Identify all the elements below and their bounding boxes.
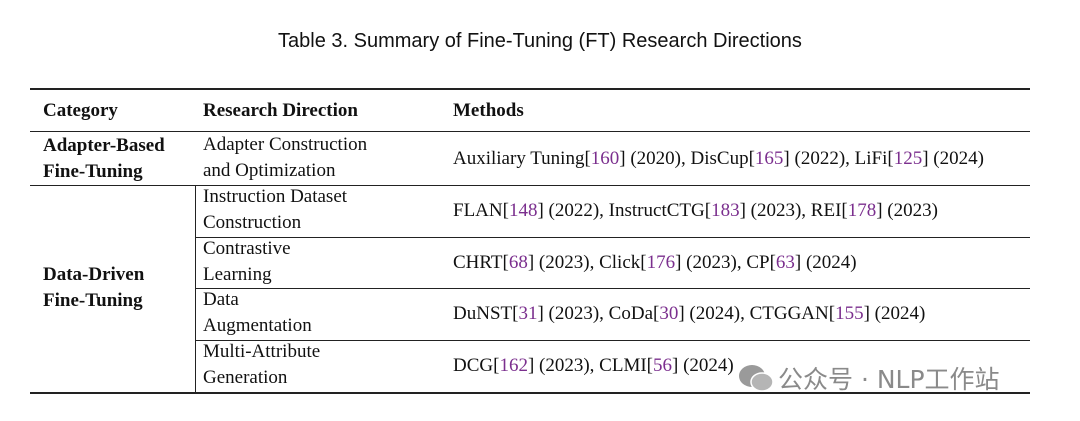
method-text: ] (2023), REI[ [739, 199, 848, 221]
method-text: FLAN[ [453, 199, 509, 221]
rule [195, 236, 1030, 238]
method-text: Auxiliary Tuning[ [453, 147, 591, 169]
citation: 165 [754, 147, 784, 169]
citation: 30 [659, 303, 679, 325]
category-line: Data-Driven [43, 264, 145, 286]
research-direction: Contrastive Learning [203, 236, 291, 288]
research-direction: Instruction Dataset Construction [203, 184, 347, 236]
column-header: Category [43, 100, 118, 121]
method-text: ] (2023), CP[ [675, 251, 776, 273]
column-header: Methods [453, 100, 524, 121]
table-title: Table 3. Summary of Fine-Tuning (FT) Res… [278, 30, 802, 52]
method-text: ] (2024) [922, 147, 984, 169]
method-text: ] (2022), LiFi[ [783, 147, 894, 169]
research-direction-line: Generation [203, 367, 288, 389]
category: Adapter-Based Fine-Tuning [43, 133, 165, 185]
category-line: Adapter-Based [43, 134, 165, 156]
category-line: Fine-Tuning [43, 290, 143, 312]
method-text: ] (2023), CoDa[ [537, 303, 660, 325]
method-text: ] (2023) [876, 199, 938, 221]
methods: DCG[162] (2023), CLMI[56] (2024) [453, 353, 734, 379]
rule [30, 184, 1030, 186]
category-line: Fine-Tuning [43, 160, 143, 182]
research-direction: Adapter Construction and Optimization [203, 132, 367, 184]
citation: 162 [499, 355, 528, 377]
methods: FLAN[148] (2022), InstructCTG[183] (2023… [453, 198, 938, 224]
research-direction-line: and Optimization [203, 159, 336, 181]
citation: 148 [508, 199, 538, 221]
methods: CHRT[68] (2023), Click[176] (2023), CP[6… [453, 250, 857, 276]
research-direction-line: Construction [203, 211, 302, 233]
watermark: 公众号 · NLP工作站 [778, 365, 1000, 394]
citation: 63 [775, 251, 795, 273]
rule [30, 392, 1030, 394]
citation: 125 [893, 147, 923, 169]
rule [30, 88, 1030, 90]
research-direction-line: Contrastive [203, 237, 291, 259]
research-direction-line: Learning [203, 263, 272, 285]
method-text: ] (2024) [672, 355, 734, 377]
research-direction-line: Multi-Attribute [203, 341, 321, 363]
method-text: CHRT[ [453, 251, 509, 273]
citation: 176 [646, 251, 676, 273]
citation: 155 [835, 303, 864, 325]
rule [195, 184, 196, 392]
method-text: ] (2024), CTGGAN[ [678, 303, 836, 325]
research-direction-line: Data [203, 289, 239, 311]
column-header: Research Direction [203, 100, 358, 121]
citation: 31 [518, 303, 538, 325]
rule [30, 131, 1030, 133]
rule [195, 340, 1030, 342]
method-text: DCG[ [453, 355, 500, 377]
research-direction-line: Instruction Dataset [203, 185, 348, 207]
methods: DuNST[31] (2023), CoDa[30] (2024), CTGGA… [453, 301, 925, 327]
citation: 56 [653, 355, 673, 377]
research-direction: Data Augmentation [203, 287, 312, 339]
citation: 160 [590, 147, 620, 169]
method-text: DuNST[ [453, 303, 519, 325]
research-direction-line: Augmentation [203, 315, 312, 337]
research-direction-line: Adapter Construction [203, 133, 368, 155]
citation: 183 [711, 199, 740, 221]
method-text: ] (2024) [794, 251, 857, 273]
rule [195, 288, 1030, 290]
citation: 178 [847, 199, 877, 221]
method-text: ] (2020), DisCup[ [619, 147, 755, 169]
citation: 68 [508, 251, 528, 273]
methods: Auxiliary Tuning[160] (2020), DisCup[165… [453, 146, 984, 172]
category: Data-Driven Fine-Tuning [43, 262, 144, 314]
method-text: ] (2022), InstructCTG[ [537, 199, 712, 221]
watermark-icon [739, 365, 774, 392]
method-text: ] (2023), Click[ [527, 251, 647, 273]
method-text: ] (2024) [863, 303, 926, 325]
research-direction: Multi-Attribute Generation [203, 339, 320, 391]
method-text: ] (2023), CLMI[ [527, 355, 654, 377]
